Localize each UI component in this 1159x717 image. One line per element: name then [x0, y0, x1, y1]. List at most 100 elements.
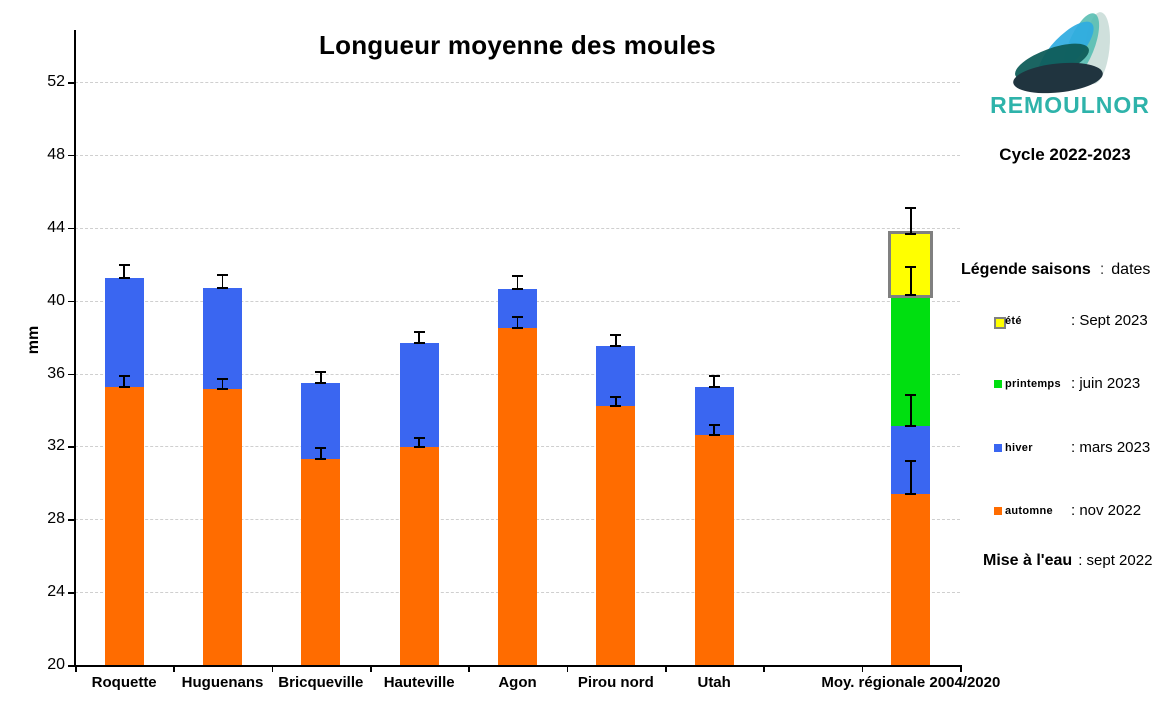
error-bar-cap-bottom-ete — [905, 233, 917, 236]
error-bar-cap-top-automne — [315, 447, 327, 450]
y-axis-line — [74, 30, 76, 666]
bar-segment-automne — [104, 387, 144, 665]
x-axis-category-label: Pirou nord — [577, 674, 654, 691]
error-bar-cap-bottom-hiver — [905, 425, 917, 428]
error-bar-cap-bottom-hiver — [118, 276, 130, 279]
y-axis-tick — [68, 373, 75, 375]
gridline — [75, 82, 960, 83]
legend-heading-bold: Légende saisons — [961, 261, 1091, 278]
error-bar-line-automne — [713, 424, 715, 436]
x-axis-category-label: Moy. régionale 2004/2020 — [821, 674, 1001, 691]
bar-segment-hiver — [301, 382, 341, 460]
error-bar-cap-bottom-hiver — [315, 381, 327, 384]
error-bar-cap-top-hiver — [905, 394, 917, 397]
error-bar-line-hiver — [418, 331, 420, 344]
x-axis-line — [74, 665, 961, 667]
y-axis-tick — [68, 446, 75, 448]
error-bar-line-hiver — [123, 265, 125, 278]
ete-swatch-icon — [994, 317, 1006, 329]
error-bar-line-automne — [418, 438, 420, 448]
legend-item-label: été — [1005, 315, 1022, 327]
x-axis-tick — [75, 665, 77, 672]
error-bar-cap-bottom-automne — [118, 386, 130, 389]
bar-segment-hiver — [399, 343, 439, 448]
legend-heading-rest: dates — [1111, 261, 1151, 278]
x-axis-tick — [566, 665, 569, 672]
error-bar-cap-bottom-automne — [413, 446, 425, 449]
legend-item-date: : Sept 2023 — [1071, 312, 1148, 329]
logo-petals-icon — [1013, 12, 1110, 94]
chart-title: Longueur moyenne des moules — [319, 30, 716, 60]
error-bar-line-automne — [910, 460, 912, 494]
legend-heading-separator: : — [1099, 261, 1105, 278]
bar-segment-automne — [498, 327, 537, 665]
error-bar-cap-top-hiver — [118, 264, 130, 267]
y-axis-tick-label: 52 — [47, 73, 65, 90]
y-axis-tick-label: 36 — [47, 364, 65, 382]
error-bar-cap-top-automne — [512, 316, 523, 319]
bar-segment-automne — [203, 388, 242, 665]
error-bar-line-automne — [615, 397, 617, 407]
error-bar-line-automne — [516, 317, 519, 328]
mise-a-leau-label: Mise à l'eau — [983, 552, 1073, 569]
bar-segment-automne — [596, 406, 636, 665]
x-axis-tick — [370, 665, 372, 672]
legend-item-date: : mars 2023 — [1071, 439, 1151, 456]
error-bar-cap-top-automne — [610, 396, 622, 399]
error-bar-cap-bottom-automne — [610, 405, 622, 408]
error-bar-cap-bottom-automne — [512, 326, 523, 329]
legend-item-label: printemps — [1005, 378, 1061, 390]
x-axis-category-label: Hauteville — [383, 674, 455, 691]
bar-segment-automne — [301, 459, 341, 665]
error-bar-cap-top-hiver — [610, 334, 622, 337]
x-axis-tick — [861, 665, 864, 672]
y-axis-tick-label: 40 — [47, 291, 65, 309]
y-axis-tick-label: 32 — [47, 437, 65, 455]
bar-segment-automne — [891, 493, 931, 665]
bar-segment-automne — [694, 435, 734, 665]
error-bar-cap-top-hiver — [708, 375, 720, 378]
error-bar-cap-top-hiver — [217, 274, 228, 277]
error-bar-cap-top-printemps — [905, 265, 917, 268]
printemps-swatch-icon — [994, 380, 1002, 388]
error-bar-cap-top-ete — [905, 206, 917, 209]
x-axis-category-label: Agon — [498, 674, 537, 691]
error-bar-line-automne — [320, 448, 322, 460]
error-bar-line-printemps — [910, 266, 912, 296]
gridline — [75, 154, 960, 156]
mise-a-leau-row: Mise à l'eau: sept 2022 — [983, 552, 1152, 570]
error-bar-line-hiver — [910, 395, 912, 427]
bar-segment-automne — [399, 447, 439, 665]
bar-segment-hiver — [203, 287, 242, 389]
y-axis-tick — [68, 227, 75, 230]
gridline — [75, 227, 960, 229]
error-bar-line-hiver — [320, 371, 322, 383]
legend-item-automne: automne : nov 2022 — [994, 502, 1159, 520]
legend-item-date: : nov 2022 — [1071, 502, 1142, 519]
logo-wordmark: REMOULNOR — [990, 92, 1150, 118]
legend-item-label: hiver — [1005, 442, 1033, 454]
error-bar-line-hiver — [221, 275, 224, 288]
hiver-swatch-icon — [994, 444, 1002, 452]
error-bar-cap-bottom-printemps — [905, 294, 917, 297]
legend-item-label: automne — [1005, 505, 1053, 517]
error-bar-line-hiver — [516, 276, 519, 289]
x-axis-tick — [173, 665, 175, 672]
cycle-label: Cycle 2022-2023 — [999, 145, 1131, 164]
y-axis-tick-label: 24 — [47, 583, 65, 601]
x-axis-tick — [468, 665, 470, 672]
error-bar-cap-top-automne — [413, 437, 425, 440]
error-bar-cap-top-automne — [708, 423, 720, 426]
error-bar-cap-top-automne — [905, 459, 917, 462]
error-bar-cap-bottom-hiver — [610, 345, 622, 348]
automne-swatch-icon — [994, 507, 1002, 515]
error-bar-cap-bottom-hiver — [512, 287, 523, 290]
x-axis-tick — [960, 665, 962, 672]
y-axis-tick-label: 48 — [47, 145, 65, 163]
error-bar-line-ete — [910, 207, 912, 235]
y-axis-tick — [68, 154, 75, 157]
y-axis-tick-label: 44 — [47, 218, 65, 236]
x-axis-tick — [271, 665, 274, 672]
